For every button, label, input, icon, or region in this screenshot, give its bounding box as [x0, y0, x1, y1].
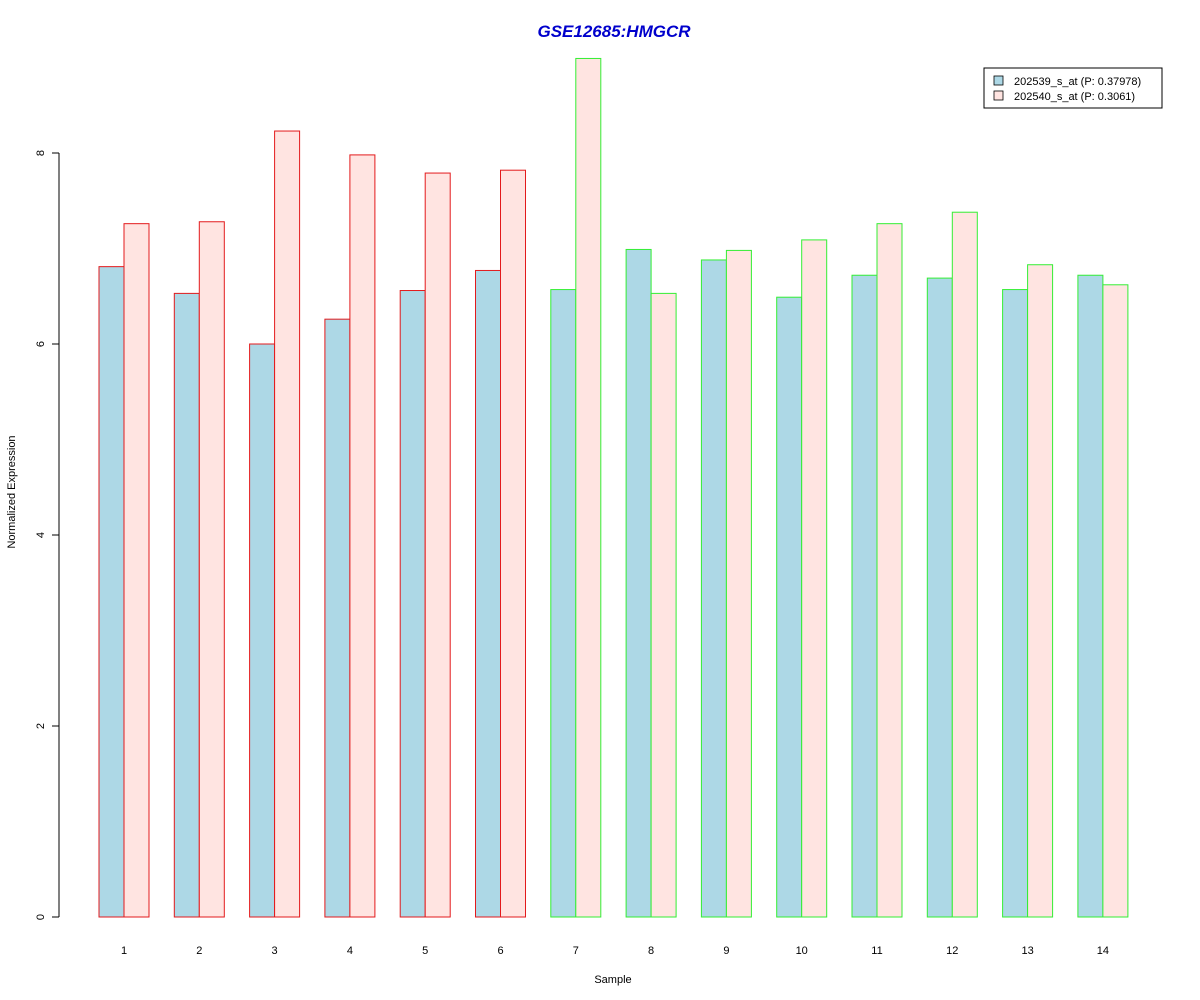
legend-label-series-1: 202539_s_at (P: 0.37978): [1014, 76, 1141, 88]
bar-s1-sample-5: [399, 290, 426, 918]
y-tick-label-2: 2: [35, 723, 47, 729]
bar-s1-sample-6: [475, 269, 501, 918]
y-tick-label-6: 6: [35, 341, 47, 347]
bar-s1-sample-2: [173, 292, 200, 918]
y-axis-label: Normalized Expression: [6, 435, 18, 548]
bar-s2-sample-8: [650, 292, 677, 918]
legend-swatch-series-2: [993, 90, 1004, 101]
y-tick-label-0: 0: [35, 914, 47, 920]
x-tick-label-8: 8: [648, 945, 654, 957]
bar-s1-sample-10: [776, 296, 803, 918]
bar-s2-sample-6: [500, 169, 526, 918]
bar-s2-sample-9: [725, 249, 752, 918]
bar-s2-sample-7: [575, 57, 602, 918]
x-tick-label-11: 11: [871, 945, 882, 957]
bar-s1-sample-12: [926, 277, 953, 918]
bar-s2-sample-14: [1102, 284, 1129, 918]
bar-s1-sample-9: [700, 259, 727, 918]
x-tick-label-6: 6: [497, 945, 503, 957]
bar-s1-sample-1: [98, 266, 125, 918]
x-tick-label-13: 13: [1021, 945, 1033, 957]
y-axis: 0 2 4 6 8: [35, 150, 60, 920]
x-axis-label: Sample: [594, 974, 631, 986]
bar-s2-sample-11: [876, 223, 903, 918]
bar-s1-sample-4: [324, 318, 351, 918]
x-tick-label-4: 4: [347, 945, 353, 957]
chart-title: GSE12685:HMGCR: [537, 22, 691, 41]
x-tick-label-5: 5: [422, 945, 428, 957]
bar-s2-sample-3: [274, 130, 301, 918]
bar-s1-sample-3: [249, 343, 276, 918]
bar-s1-sample-14: [1077, 274, 1104, 918]
bar-s1-sample-8: [625, 248, 652, 918]
bar-s2-sample-12: [951, 211, 978, 918]
bar-s2-sample-2: [198, 221, 225, 918]
bar-s1-sample-11: [851, 274, 878, 918]
bar-s2-sample-13: [1027, 264, 1054, 918]
y-tick-label-4: 4: [35, 532, 47, 538]
legend-swatch-series-1: [993, 75, 1004, 86]
x-tick-label-7: 7: [573, 945, 579, 957]
bar-s1-sample-13: [1002, 289, 1029, 918]
bar-s1-sample-7: [550, 289, 577, 918]
bar-s2-sample-5: [424, 172, 451, 918]
x-tick-labels: 1 2 3 4 5 6 7 8 9 10 11 12 13 14: [121, 945, 1109, 957]
x-tick-label-2: 2: [196, 945, 202, 957]
legend-label-series-2: 202540_s_at (P: 0.3061): [1014, 91, 1135, 103]
x-tick-label-9: 9: [723, 945, 729, 957]
x-tick-label-10: 10: [796, 945, 808, 957]
x-tick-label-1: 1: [121, 945, 127, 957]
bar-s2-sample-10: [801, 239, 828, 918]
y-tick-label-8: 8: [35, 150, 47, 156]
legend: 202539_s_at (P: 0.37978) 202540_s_at (P:…: [983, 67, 1163, 109]
bar-s2-sample-1: [123, 223, 150, 918]
bar-s2-sample-4: [349, 154, 376, 918]
x-tick-label-3: 3: [272, 945, 278, 957]
legend-box: [983, 67, 1163, 109]
x-tick-label-14: 14: [1097, 945, 1109, 957]
bars-group: [98, 57, 1129, 918]
x-tick-label-12: 12: [946, 945, 958, 957]
